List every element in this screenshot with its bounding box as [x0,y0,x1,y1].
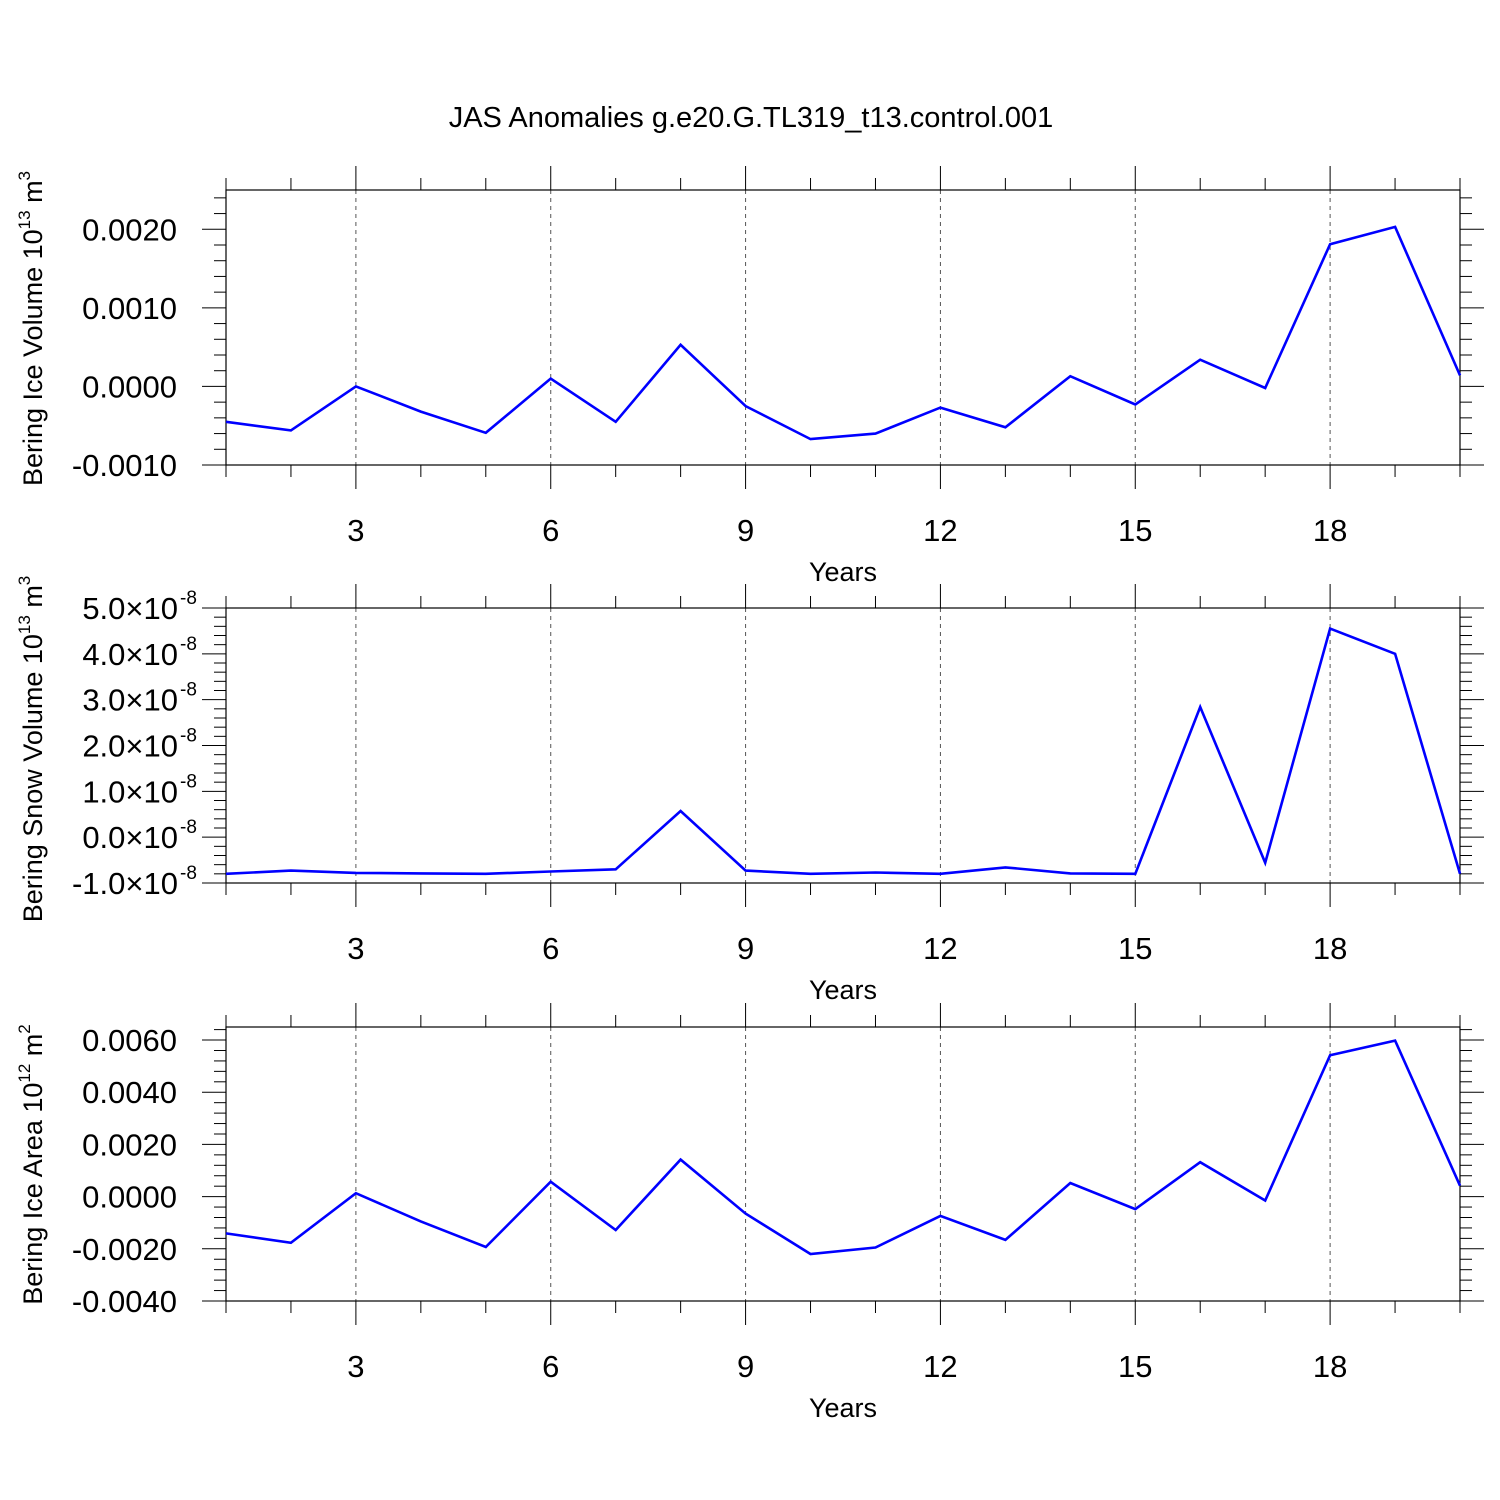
series-line [225,626,1462,876]
x-tick-label: 9 [737,1349,754,1384]
y-tick-exponent: -8 [180,588,197,609]
panel-snow-volume: -1.0×10 -80.0×10 -81.0×10 -82.0×10 -83.0×10-… [15,576,1484,1005]
x-tick-label: 12 [923,1349,957,1384]
y-tick-exponent: -8 [180,634,197,655]
x-axis-label: Years [809,557,877,587]
y-tick-label: -0.0040 [72,1284,177,1319]
y-tick-label: 0.0060 [82,1023,177,1058]
y-tick-label: 0.0000 [82,1180,177,1215]
y-tick-label: 0.0020 [82,212,177,247]
x-tick-label: 12 [923,513,957,548]
y-tick-label: 0.0000 [82,369,177,404]
x-tick-label: 3 [347,1349,364,1384]
x-tick-label: 15 [1118,513,1152,548]
y-tick-label: 1.0×10 [82,774,178,809]
y-tick-label: 4.0×10 [82,637,178,672]
x-tick-label: 12 [923,931,957,966]
y-axis-label: Bering Ice Volume 1013 m3 [15,171,48,486]
x-tick-label: 9 [737,931,754,966]
y-tick-label: 0.0×10 [82,820,178,855]
x-tick-label: 18 [1313,931,1347,966]
y-tick-exponent: -8 [180,680,197,701]
plot-frame [225,607,1461,884]
series-line [225,1039,1462,1256]
chart-title: JAS Anomalies g.e20.G.TL319_t13.control.… [449,102,1054,134]
y-tick-label: 5.0×10 [82,591,178,626]
y-tick-exponent: -8 [180,726,197,747]
y-tick-exponent: -8 [180,771,197,792]
panel-ice-area: -0.0040 -0.0020 0.0000 0.0020 0.0040 0.0060 3 6… [15,1003,1484,1423]
plot-frame [225,1026,1461,1302]
y-axis-label: Bering Snow Volume 1013 m3 [15,576,48,923]
x-tick-label: 9 [737,513,754,548]
panel-ice-volume: -0.0010 0.0000 0.0010 0.0020 3 6 9 12 15 18 Years B… [15,166,1484,587]
y-tick-exponent: -8 [180,863,197,884]
y-tick-label: -1.0×10 [72,866,178,901]
y-tick-exponent: -8 [180,817,197,838]
y-tick-label: 3.0×10 [82,683,178,718]
x-tick-label: 3 [347,513,364,548]
y-tick-label: -0.0020 [72,1232,177,1267]
y-tick-label: 0.0010 [82,291,177,326]
y-tick-label: 2.0×10 [82,729,178,764]
x-tick-label: 6 [542,931,559,966]
x-tick-label: 15 [1118,1349,1152,1384]
y-axis-label: Bering Ice Area 1012 m2 [15,1024,48,1305]
y-tick-label: -0.0010 [72,448,177,483]
x-tick-label: 15 [1118,931,1152,966]
x-tick-label: 3 [347,931,364,966]
x-tick-label: 6 [542,1349,559,1384]
x-tick-label: 6 [542,513,559,548]
y-tick-label: 0.0020 [82,1127,177,1162]
y-tick-label: 0.0040 [82,1075,177,1110]
x-axis-label: Years [809,975,877,1005]
x-tick-label: 18 [1313,513,1347,548]
series-line [225,225,1462,441]
plot-frame [225,189,1461,466]
x-tick-label: 18 [1313,1349,1347,1384]
x-axis-label: Years [809,1393,877,1423]
